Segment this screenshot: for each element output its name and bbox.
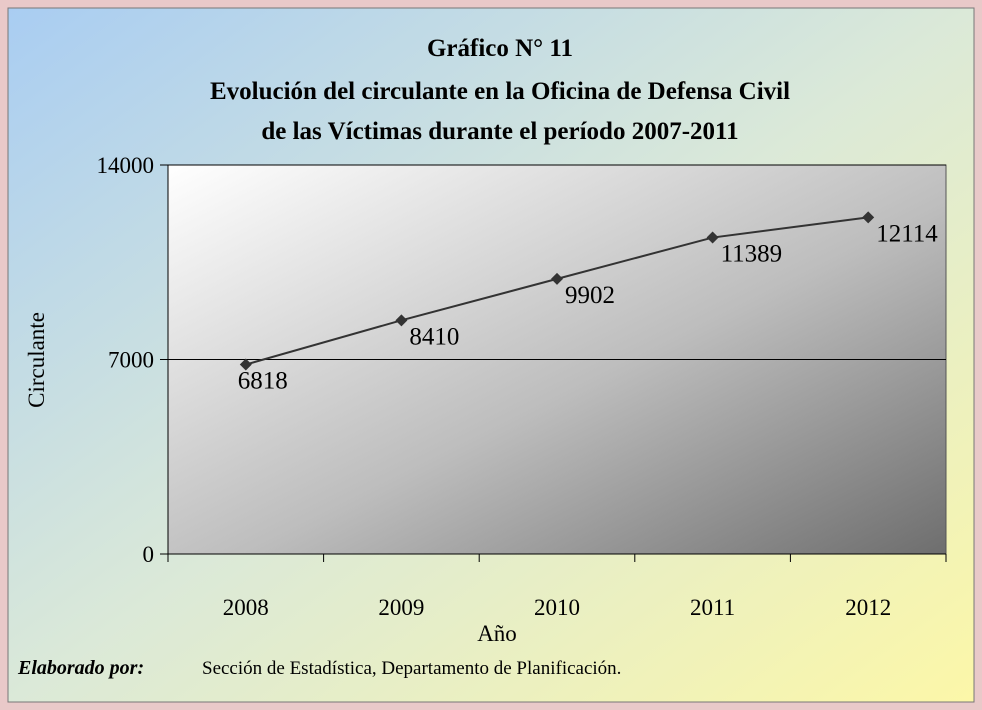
source-label: Elaborado por: — [17, 657, 144, 679]
chart-title: de las Víctimas durante el período 2007-… — [261, 118, 738, 145]
data-label: 8410 — [409, 323, 459, 350]
x-tick-label: 2008 — [223, 595, 269, 620]
x-tick-label: 2011 — [690, 595, 735, 620]
data-label: 11389 — [721, 241, 783, 268]
x-axis-label: Año — [477, 621, 517, 646]
y-tick-label: 0 — [143, 542, 155, 567]
data-label: 9902 — [565, 282, 615, 309]
source: Sección de Estadística, Departamento de … — [202, 658, 621, 679]
marker — [551, 272, 563, 285]
chart-title: Gráfico N° 11 — [427, 35, 573, 62]
marker — [706, 231, 719, 244]
data-label: 6818 — [238, 368, 288, 395]
marker — [239, 358, 252, 371]
chart-title: Evolución del circulante en la Oficina d… — [210, 78, 790, 105]
x-tick-label: 2010 — [534, 595, 580, 620]
data-label: 12114 — [876, 220, 938, 247]
marker — [862, 211, 875, 224]
x-tick-label: 2012 — [845, 595, 891, 620]
y-axis-label: Circulante — [24, 312, 49, 408]
x-tick-label: 2009 — [378, 595, 424, 620]
marker — [395, 314, 408, 327]
y-tick-label: 7000 — [108, 348, 154, 373]
y-tick-label: 14000 — [97, 153, 155, 178]
